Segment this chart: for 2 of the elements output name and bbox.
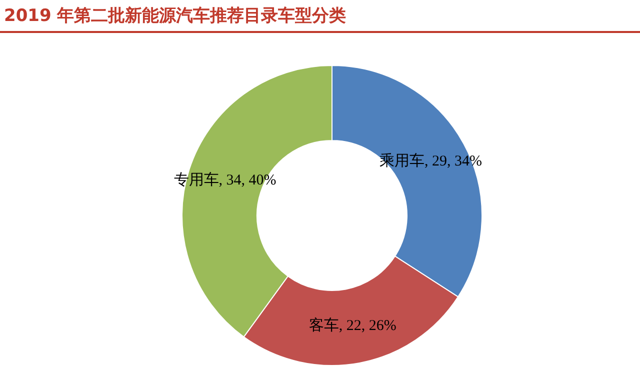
slice-label: 客车, 22, 26% bbox=[308, 317, 396, 334]
chart-title: 2019 年第二批新能源汽车推荐目录车型分类 bbox=[4, 5, 346, 27]
